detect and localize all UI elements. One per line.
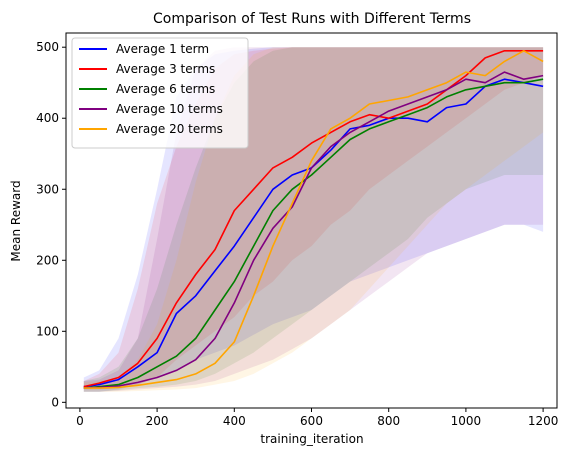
legend-label-average-3-terms: Average 3 terms (116, 62, 215, 76)
y-axis: 0 100 200 300 400 500 (36, 40, 66, 409)
x-tick-label: 600 (300, 414, 323, 428)
y-tick-label: 300 (36, 182, 59, 196)
x-axis-label: training_iteration (260, 432, 363, 446)
x-tick-label: 800 (377, 414, 400, 428)
line-average-3-terms (83, 49, 544, 388)
band-average-20-terms (83, 47, 544, 392)
y-tick-label: 0 (51, 395, 59, 409)
x-tick-label: 0 (76, 414, 84, 428)
x-tick-label: 200 (146, 414, 169, 428)
line-average-10-terms (83, 71, 544, 389)
legend-label-average-10-terms: Average 10 terms (116, 102, 223, 116)
line-average-20-terms (83, 49, 544, 389)
legend-box (71, 37, 249, 149)
legend-label-average-20-terms: Average 20 terms (116, 122, 223, 136)
series-lines (83, 49, 544, 389)
y-tick-label: 500 (36, 40, 59, 54)
legend-label-average-1-term: Average 1 term (116, 42, 209, 56)
x-tick-label: 1200 (528, 414, 559, 428)
line-average-6-terms (83, 78, 544, 389)
y-axis-label: Mean Reward (9, 180, 23, 261)
legend: Average 1 term Average 3 terms Average 6 t… (71, 37, 249, 149)
y-tick-label: 400 (36, 111, 59, 125)
x-tick-label: 400 (223, 414, 246, 428)
y-tick-label: 100 (36, 324, 59, 338)
y-tick-label: 200 (36, 253, 59, 267)
band-average-6-terms (83, 47, 544, 392)
legend-label-average-6-terms: Average 6 terms (116, 82, 215, 96)
chart-title: Comparison of Test Runs with Different T… (153, 11, 471, 27)
x-axis: 0 200 400 600 800 1000 1200 (76, 408, 558, 428)
x-tick-label: 1000 (451, 414, 482, 428)
